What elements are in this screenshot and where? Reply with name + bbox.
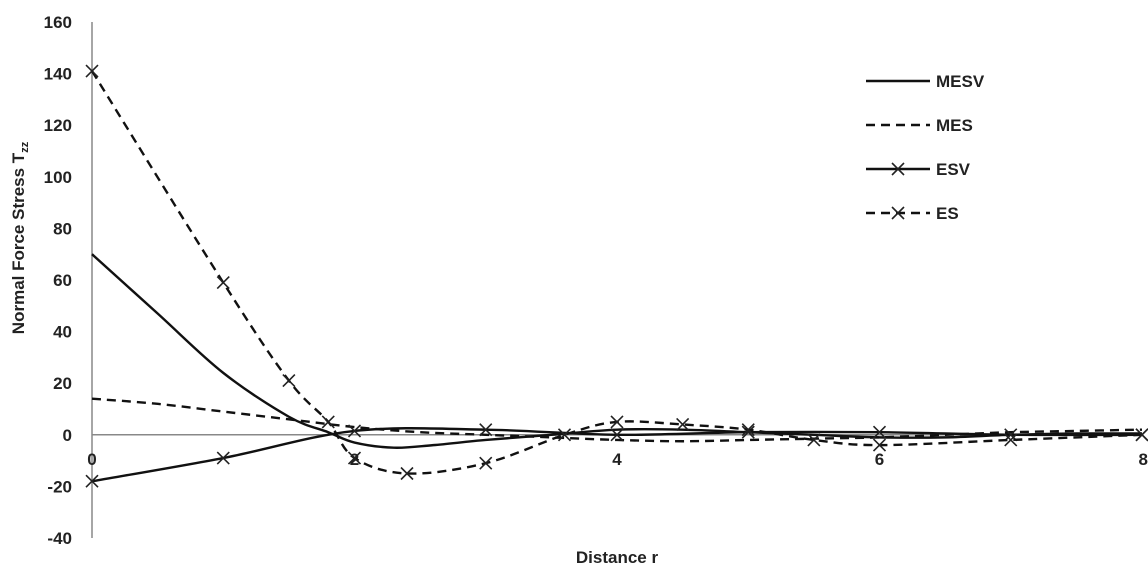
legend-marker-es bbox=[891, 206, 905, 220]
legend-item-es: ES bbox=[866, 204, 959, 223]
data-point-es bbox=[282, 374, 296, 388]
legend-label-esv: ESV bbox=[936, 160, 971, 179]
data-point-esv bbox=[347, 424, 362, 438]
data-point-esv bbox=[216, 451, 230, 465]
series-layer bbox=[85, 64, 1148, 488]
marker-stroke bbox=[400, 466, 414, 481]
y-axis-title-subscript: zz bbox=[19, 141, 31, 153]
y-tick-label: -20 bbox=[47, 477, 72, 496]
legend: MESV MES ESV ES bbox=[866, 72, 985, 223]
data-point-es bbox=[85, 64, 99, 78]
marker-stroke bbox=[610, 428, 624, 442]
legend-label-mesv: MESV bbox=[936, 72, 985, 91]
y-tick-label: 0 bbox=[63, 426, 72, 445]
legend-item-mes: MES bbox=[866, 116, 973, 135]
marker-stroke bbox=[557, 428, 572, 442]
marker-stroke bbox=[479, 456, 493, 470]
marker-stroke bbox=[321, 415, 335, 429]
data-point-es bbox=[321, 415, 335, 429]
marker-stroke bbox=[282, 374, 296, 388]
y-axis-title: Normal Force Stress Tzz bbox=[9, 141, 31, 334]
marker-stroke bbox=[807, 433, 821, 447]
x-axis-title: Distance r bbox=[576, 548, 659, 567]
y-tick-label: 60 bbox=[53, 271, 72, 290]
marker-stroke bbox=[1004, 433, 1018, 447]
data-point-esv bbox=[872, 425, 887, 439]
marker-stroke bbox=[85, 64, 99, 78]
data-point-es bbox=[1135, 428, 1148, 442]
data-point-es bbox=[676, 417, 690, 432]
y-tick-label: -40 bbox=[47, 529, 72, 548]
y-tick-label: 120 bbox=[44, 116, 72, 135]
marker-stroke bbox=[891, 206, 905, 220]
y-tick-label: 100 bbox=[44, 168, 72, 187]
marker-stroke bbox=[479, 423, 493, 437]
data-point-es bbox=[872, 438, 887, 452]
x-tick-label: 4 bbox=[612, 450, 622, 469]
x-tick-label: 6 bbox=[875, 450, 884, 469]
legend-label-es: ES bbox=[936, 204, 959, 223]
data-point-es bbox=[347, 451, 362, 465]
data-point-es bbox=[400, 466, 414, 481]
y-tick-label: 140 bbox=[44, 65, 72, 84]
marker-stroke bbox=[216, 276, 230, 290]
data-point-es bbox=[479, 456, 493, 470]
y-tick-label: 40 bbox=[53, 323, 72, 342]
y-tick-label: 20 bbox=[53, 374, 72, 393]
marker-stroke bbox=[891, 162, 905, 176]
x-tick-label: 8 bbox=[1139, 450, 1148, 469]
series-line-es bbox=[90, 70, 1143, 475]
y-tick-label: 160 bbox=[44, 13, 72, 32]
series-line-mesv bbox=[91, 253, 1143, 449]
data-point-es bbox=[610, 415, 624, 429]
legend-item-esv: ESV bbox=[866, 160, 971, 179]
marker-stroke bbox=[872, 425, 887, 439]
data-point-es bbox=[741, 423, 755, 437]
series-esv bbox=[85, 423, 1148, 488]
data-point-esv bbox=[479, 423, 493, 437]
data-point-es bbox=[1004, 433, 1018, 447]
marker-stroke bbox=[347, 424, 362, 438]
legend-label-mes: MES bbox=[936, 116, 973, 135]
marker-stroke bbox=[1004, 428, 1018, 442]
marker-stroke bbox=[676, 417, 690, 432]
x-tick-label: 0 bbox=[87, 450, 96, 469]
marker-stroke bbox=[610, 415, 624, 429]
marker-stroke bbox=[872, 438, 887, 452]
y-tick-label: 80 bbox=[53, 219, 72, 238]
data-point-esv bbox=[741, 425, 755, 439]
marker-stroke bbox=[216, 451, 230, 465]
legend-item-mesv: MESV bbox=[866, 72, 985, 91]
data-point-es bbox=[807, 433, 821, 447]
data-point-esv bbox=[610, 428, 624, 442]
marker-stroke bbox=[741, 425, 755, 439]
data-point-es bbox=[216, 276, 230, 290]
series-mesv bbox=[91, 253, 1143, 449]
legend-marker-esv bbox=[891, 162, 905, 176]
series-es bbox=[85, 64, 1148, 481]
marker-stroke bbox=[741, 423, 755, 437]
marker-stroke bbox=[1135, 428, 1148, 442]
y-axis-title-main: Normal Force Stress T bbox=[9, 152, 28, 334]
data-point-esv bbox=[85, 474, 99, 488]
data-point-es bbox=[557, 428, 572, 442]
marker-stroke bbox=[85, 474, 99, 488]
marker-stroke bbox=[347, 451, 362, 465]
